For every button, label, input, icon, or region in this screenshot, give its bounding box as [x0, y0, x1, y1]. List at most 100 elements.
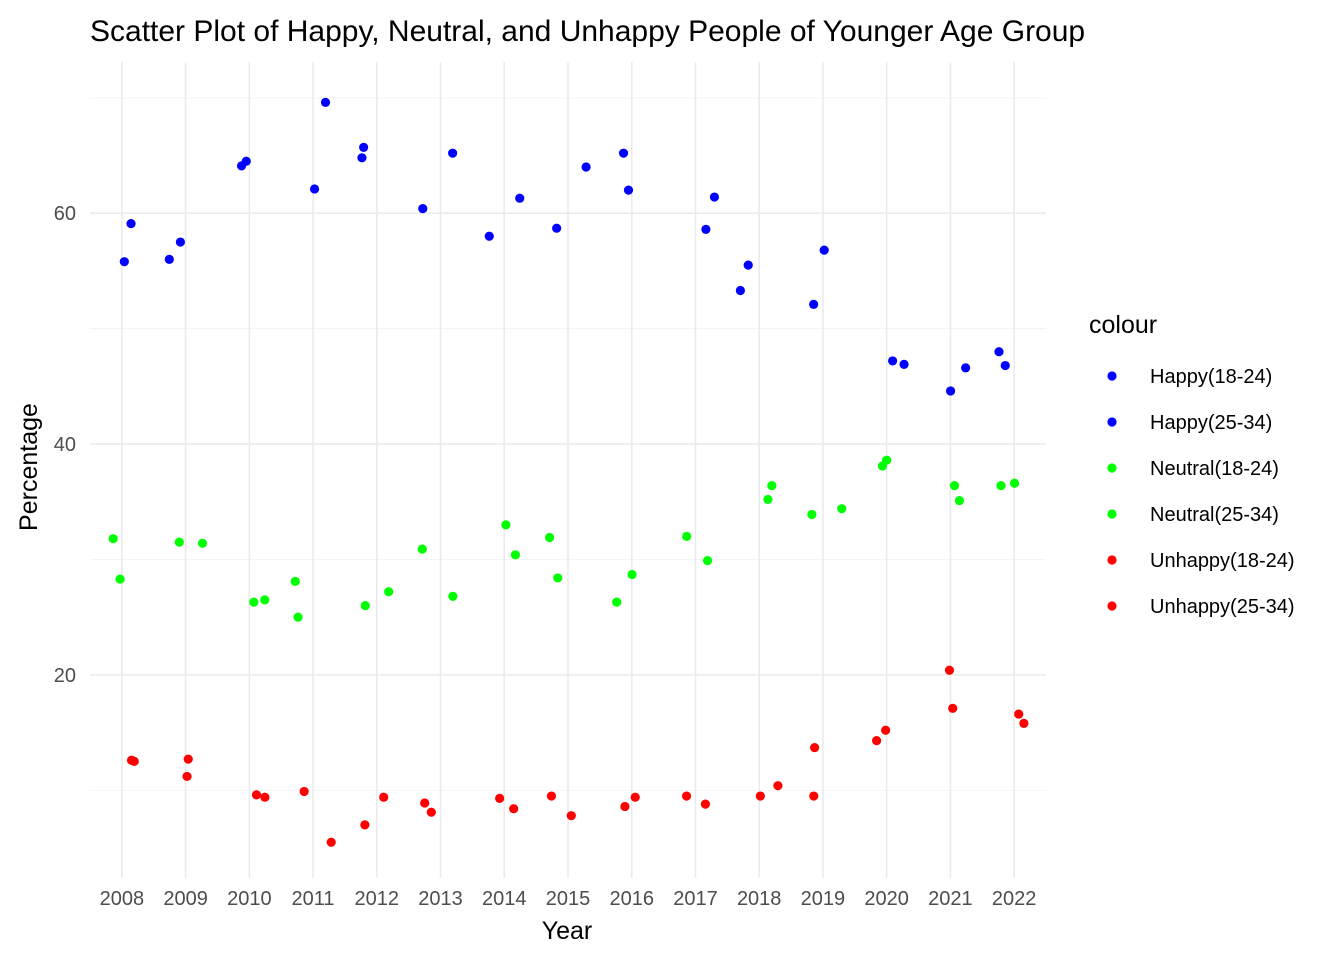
data-point: [899, 359, 909, 369]
plot-panel: [90, 62, 1046, 878]
x-tick-label: 2011: [292, 888, 335, 910]
x-tick-label: 2008: [100, 888, 145, 910]
data-point: [743, 260, 753, 270]
data-point: [1019, 718, 1029, 728]
data-point: [236, 161, 247, 171]
data-point: [501, 520, 511, 530]
data-point: [702, 556, 713, 566]
data-point: [359, 142, 369, 153]
data-point: [360, 820, 370, 830]
data-point: [299, 786, 309, 797]
y-axis-ticks: 20 40 60: [54, 203, 76, 687]
legend-label: Unhappy(18-24): [1150, 550, 1295, 572]
data-point: [175, 237, 186, 247]
data-point: [623, 185, 634, 195]
data-point: [552, 223, 562, 233]
data-point: [701, 224, 711, 234]
legend-label: Unhappy(25-34): [1150, 596, 1295, 618]
data-point: [448, 591, 458, 601]
legend-key: [1107, 555, 1117, 565]
data-point: [495, 793, 505, 803]
data-point: [546, 791, 557, 801]
y-tick-label: 60: [54, 203, 76, 225]
legend-key: [1107, 601, 1117, 611]
legend-key: [1107, 371, 1117, 381]
data-point: [251, 790, 262, 800]
x-tick-label: 2012: [355, 888, 400, 910]
x-tick-label: 2013: [418, 888, 463, 910]
data-point: [384, 587, 394, 597]
legend-label: Neutral(25-34): [1150, 504, 1279, 526]
data-point: [448, 148, 458, 158]
data-point: [630, 792, 640, 802]
data-point: [357, 153, 367, 163]
data-point: [948, 703, 958, 713]
data-point: [809, 742, 820, 753]
data-point: [994, 347, 1004, 357]
data-point: [418, 203, 428, 214]
x-tick-label: 2022: [992, 888, 1037, 910]
data-point: [700, 799, 711, 809]
data-point: [426, 807, 436, 817]
data-point: [819, 245, 829, 255]
data-point: [809, 791, 819, 801]
data-point: [417, 544, 427, 554]
data-point: [709, 192, 720, 202]
data-point: [293, 612, 303, 622]
legend-key: [1107, 463, 1117, 473]
data-point: [126, 755, 137, 765]
data-point: [290, 576, 300, 586]
data-point: [627, 569, 637, 580]
data-point: [612, 597, 622, 607]
data-point: [320, 97, 331, 107]
x-tick-label: 2016: [609, 888, 654, 910]
data-point: [420, 798, 430, 808]
data-point: [755, 791, 765, 801]
data-point: [996, 480, 1006, 491]
data-point: [767, 480, 777, 491]
data-point: [618, 148, 629, 158]
x-axis-ticks: 2008 2009 2010 2011 2012 2013 2014 2015 2016 2017…: [100, 888, 1037, 910]
legend-key: [1107, 509, 1117, 519]
y-tick-label: 40: [54, 434, 76, 456]
data-point: [515, 193, 525, 203]
grid-lines: [90, 62, 1046, 878]
x-tick-label: 2014: [482, 888, 527, 910]
x-tick-label: 2009: [163, 888, 208, 910]
data-point: [881, 725, 891, 735]
data-point: [1009, 478, 1020, 488]
data-point: [249, 597, 259, 607]
legend-title: colour: [1089, 311, 1157, 339]
x-tick-label: 2021: [928, 888, 973, 910]
x-tick-label: 2018: [737, 888, 782, 910]
data-points: [108, 97, 1029, 847]
x-tick-label: 2017: [673, 888, 718, 910]
x-tick-label: 2015: [546, 888, 591, 910]
data-point: [944, 665, 955, 675]
legend-label: Happy(18-24): [1150, 366, 1272, 388]
data-point: [954, 495, 965, 506]
data-point: [197, 538, 208, 548]
data-point: [164, 254, 174, 264]
data-point: [309, 184, 320, 194]
data-point: [115, 574, 125, 584]
y-axis-title: Percentage: [15, 403, 43, 531]
data-point: [566, 811, 576, 821]
data-point: [260, 595, 270, 605]
data-point: [945, 386, 956, 396]
data-point: [961, 363, 971, 373]
data-point: [379, 792, 389, 802]
data-point: [773, 781, 783, 791]
data-point: [509, 804, 519, 814]
legend-label: Happy(25-34): [1150, 412, 1272, 434]
data-point: [682, 531, 692, 541]
legend: colour Happy(18-24) Happy(25-34) Neutral(1…: [1089, 311, 1295, 618]
data-point: [260, 792, 270, 802]
data-point: [183, 754, 193, 764]
data-point: [872, 736, 882, 746]
data-point: [108, 534, 118, 544]
y-tick-label: 20: [54, 665, 76, 687]
data-point: [553, 573, 563, 583]
